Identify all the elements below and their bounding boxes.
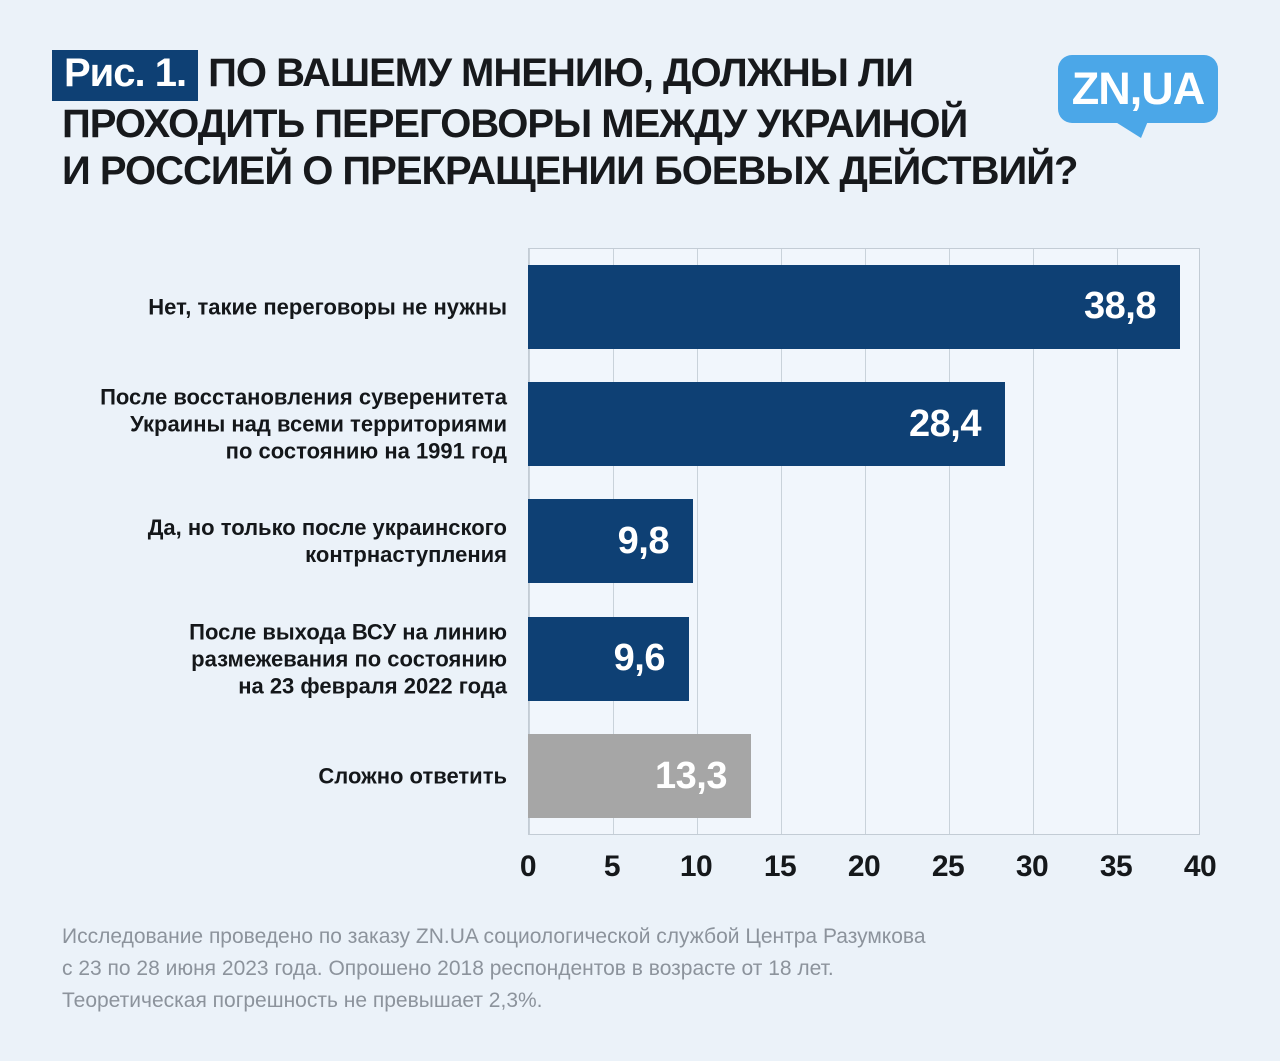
x-axis: 0 5 10 15 20 25 30 35 40 [0,849,1280,889]
bar: 28,4 [528,382,1005,467]
bars-container: Нет, такие переговоры не нужны 38,8 После … [0,248,1280,835]
bar-value-label: 9,6 [613,637,666,680]
x-tick-label: 0 [519,850,537,883]
chart-row: Нет, такие переговоры не нужны 38,8 [0,248,1280,365]
x-tick-label: 10 [679,850,713,883]
bar-value-label: 38,8 [1084,285,1156,328]
x-tick-label: 20 [847,850,881,883]
bar-value-label: 13,3 [655,754,727,797]
bar: 13,3 [528,734,751,819]
category-label: Нет, такие переговоры не нужны [148,294,507,320]
bar-value-label: 28,4 [909,402,981,445]
x-tick-label: 15 [763,850,797,883]
chart-row: Сложно ответить 13,3 [0,718,1280,835]
logo-tail-icon [1114,121,1148,138]
chart-row: После выхода ВСУ на линию размежевания п… [0,600,1280,717]
title-text-1: ПО ВАШЕМУ МНЕНИЮ, ДОЛЖНЫ ЛИ [208,51,914,95]
figure-badge: Рис. 1. [52,50,199,101]
chart-row: Да, но только после украинского контрнас… [0,483,1280,600]
bar-value-label: 9,8 [617,519,670,562]
category-label: После восстановления суверенитета Украин… [100,384,507,464]
x-tick-label: 5 [603,850,621,883]
bar: 38,8 [528,264,1180,349]
footnote: Исследование проведено по заказу ZN.UA с… [62,925,926,1012]
logo-text: ZN,UA [1071,63,1205,114]
chart-row: После восстановления суверенитета Украин… [0,365,1280,482]
x-tick-label: 40 [1183,850,1217,883]
logo-speech-bubble: ZN,UA [1058,55,1218,123]
chart-title: Рис. 1. ПО ВАШЕМУ МНЕНИЮ, ДОЛЖНЫ ЛИ ПРОХО… [52,50,1078,195]
title-line-2: ПРОХОДИТЬ ПЕРЕГОВОРЫ МЕЖДУ УКРАИНОЙ [62,102,968,146]
title-line-3: И РОССИЕЙ О ПРЕКРАЩЕНИИ БОЕВЫХ ДЕЙСТВИЙ? [62,149,1078,193]
x-tick-label: 30 [1015,850,1049,883]
bar: 9,8 [528,499,693,584]
x-tick-label: 25 [931,850,965,883]
category-label: Да, но только после украинского контрнас… [147,515,507,568]
bar: 9,6 [528,616,689,701]
title-line-1: Рис. 1. ПО ВАШЕМУ МНЕНИЮ, ДОЛЖНЫ ЛИ [52,50,1077,101]
znua-logo: ZN,UA [1058,55,1218,138]
category-label: Сложно ответить [318,763,507,789]
x-tick-label: 35 [1099,850,1133,883]
category-label: После выхода ВСУ на линию размежевания п… [189,619,507,699]
